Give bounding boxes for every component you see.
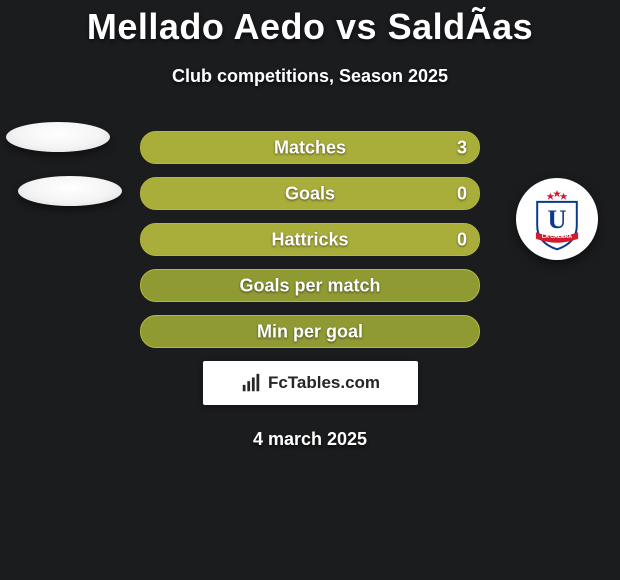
stat-label: Goals	[285, 183, 335, 204]
stat-right-value: 3	[457, 137, 467, 158]
stat-row: Goals 0	[140, 177, 480, 210]
crest-ribbon-text: LA CALERA	[542, 234, 572, 240]
stat-row: Min per goal	[140, 315, 480, 348]
crest-letter: U	[547, 204, 566, 234]
player-left-photo-placeholder-1	[6, 122, 110, 152]
stat-right-value: 0	[457, 183, 467, 204]
stat-label: Matches	[274, 137, 346, 158]
club-crest-svg: U LA CALERA	[524, 186, 590, 252]
source-logo: FcTables.com	[203, 361, 418, 405]
stat-label: Min per goal	[257, 321, 363, 342]
club-crest: U LA CALERA	[516, 178, 598, 260]
player-left-photo-placeholder-2	[18, 176, 122, 206]
crest-stars	[546, 190, 567, 200]
page-title: Mellado Aedo vs SaldÃ­as	[0, 0, 620, 48]
comparison-infographic: Mellado Aedo vs SaldÃ­as Club competitio…	[0, 0, 620, 580]
stat-row: Matches 3	[140, 131, 480, 164]
stat-row: Hattricks 0	[140, 223, 480, 256]
stat-right-value: 0	[457, 229, 467, 250]
stat-label: Hattricks	[271, 229, 348, 250]
chart-icon	[240, 372, 262, 394]
subtitle: Club competitions, Season 2025	[0, 66, 620, 87]
stat-row: Goals per match	[140, 269, 480, 302]
date-text: 4 march 2025	[0, 429, 620, 450]
source-logo-text: FcTables.com	[268, 373, 380, 393]
stat-label: Goals per match	[239, 275, 380, 296]
